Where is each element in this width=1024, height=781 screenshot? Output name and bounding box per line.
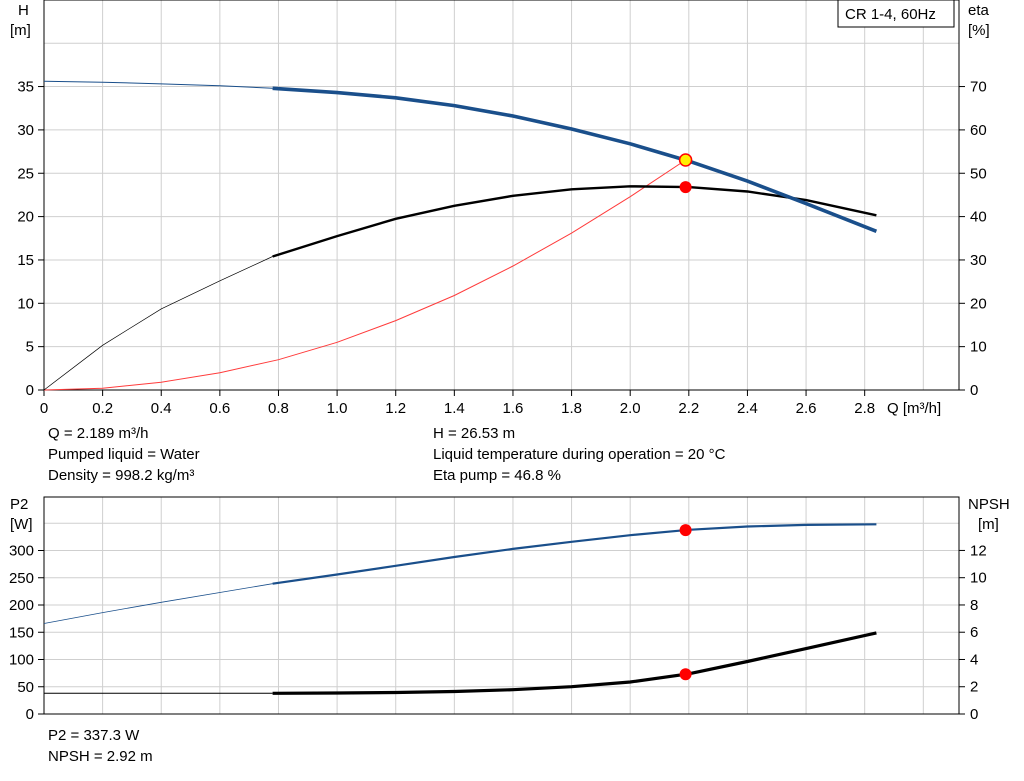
info-eta: Eta pump = 46.8 % xyxy=(433,467,561,484)
eta-tick-label: 20 xyxy=(970,295,987,312)
h-tick-label: 20 xyxy=(17,209,34,226)
npsh-tick-label: 0 xyxy=(970,706,978,723)
eta-tick-label: 60 xyxy=(970,122,987,139)
top-curves xyxy=(43,80,878,391)
info-p2: P2 = 337.3 W xyxy=(48,727,140,744)
p2-tick-label: 150 xyxy=(9,624,34,641)
p2-axis-title: P2 xyxy=(10,496,28,513)
x-tick-label: 1.8 xyxy=(561,400,582,417)
q-axis-label: Q [m³/h] xyxy=(887,400,941,417)
h-tick-label: 15 xyxy=(17,252,34,269)
info-flow: Q = 2.189 m³/h xyxy=(48,425,149,442)
h-axis-title: H xyxy=(18,2,29,19)
h-tick-label: 0 xyxy=(26,382,34,399)
eta-axis-title: eta xyxy=(968,2,990,19)
p2-duty-point xyxy=(679,524,692,537)
npsh-tick-label: 10 xyxy=(970,570,987,587)
x-tick-label: 1.6 xyxy=(503,400,524,417)
npsh-tick-label: 6 xyxy=(970,624,978,641)
x-tick-label: 2.4 xyxy=(737,400,758,417)
legend-box xyxy=(837,0,955,28)
x-tick-label: 0.6 xyxy=(209,400,230,417)
p2-axis-unit: [W] xyxy=(10,516,33,533)
h-tick-label: 35 xyxy=(17,79,34,96)
top-plot-frame xyxy=(43,0,960,391)
legend: CR 1-4, 60Hz xyxy=(837,0,955,28)
eta-curve-thin xyxy=(43,256,273,391)
x-tick-label: 1.4 xyxy=(444,400,465,417)
eta-tick-label: 10 xyxy=(970,339,987,356)
p2-curve-thin xyxy=(43,583,273,624)
bottom-curves xyxy=(43,523,877,695)
p2-curve xyxy=(272,523,877,585)
top-chart: 0 0.2 0.4 0.6 0.8 1.0 1.2 1.4 1.6 1.8 2.0 2.2 2.4 2.6… xyxy=(10,0,990,417)
x-tick-label: 1.0 xyxy=(327,400,348,417)
eta-tick-label: 30 xyxy=(970,252,987,269)
npsh-axis-unit: [m] xyxy=(978,516,999,533)
npsh-tick-label: 2 xyxy=(970,679,978,696)
head-duty-point xyxy=(678,153,693,167)
p2-tick-label: 200 xyxy=(9,597,34,614)
h-tick-label: 5 xyxy=(26,339,34,356)
x-tick-label: 0.8 xyxy=(268,400,289,417)
h-tick-label: 10 xyxy=(17,295,34,312)
p2-tick-label: 50 xyxy=(17,679,34,696)
x-tick-label: 2.6 xyxy=(796,400,817,417)
x-tick-label: 2.8 xyxy=(854,400,875,417)
bottom-ticks: 0 50 100 150 200 250 300 0 2 4 6 8 10 12 xyxy=(9,542,987,723)
info-liquid: Pumped liquid = Water xyxy=(48,446,200,463)
eta-curve xyxy=(272,185,877,258)
h-axis-unit: [m] xyxy=(10,22,31,39)
info-npsh: NPSH = 2.92 m xyxy=(48,748,153,765)
system-curve xyxy=(43,159,686,391)
info-head: H = 26.53 m xyxy=(433,425,516,442)
p2-tick-label: 250 xyxy=(9,570,34,587)
x-tick-label: 0.4 xyxy=(151,400,172,417)
legend-label: CR 1-4, 60Hz xyxy=(845,6,936,23)
p2-tick-label: 300 xyxy=(9,543,34,560)
head-curve-thin xyxy=(43,80,273,89)
h-tick-label: 25 xyxy=(17,165,34,182)
x-tick-label: 1.2 xyxy=(385,400,406,417)
head-curve xyxy=(272,86,878,233)
x-tick-label: 0.2 xyxy=(92,400,113,417)
eta-tick-label: 40 xyxy=(970,209,987,226)
eta-tick-label: 50 xyxy=(970,165,987,182)
p2-tick-label: 0 xyxy=(26,706,34,723)
x-tick-label: 2.2 xyxy=(678,400,699,417)
x-tick-label: 2.0 xyxy=(620,400,641,417)
npsh-tick-label: 12 xyxy=(970,542,987,559)
x-tick-label: 0 xyxy=(40,400,48,417)
eta-axis-unit: [%] xyxy=(968,22,990,39)
top-grid xyxy=(44,0,959,390)
info-density: Density = 998.2 kg/m³ xyxy=(48,467,195,484)
h-tick-label: 30 xyxy=(17,122,34,139)
eta-tick-label: 70 xyxy=(970,79,987,96)
eta-tick-label: 0 xyxy=(970,382,978,399)
info-temperature: Liquid temperature during operation = 20… xyxy=(433,446,726,463)
bottom-grid xyxy=(44,497,959,714)
p2-tick-label: 100 xyxy=(9,652,34,669)
eta-duty-point xyxy=(679,181,692,194)
npsh-axis-title: NPSH xyxy=(968,496,1010,513)
top-ticks: 0 0.2 0.4 0.6 0.8 1.0 1.2 1.4 1.6 1.8 2.0 2.2 2.4 2.6… xyxy=(17,79,986,417)
npsh-tick-label: 8 xyxy=(970,597,978,614)
npsh-tick-label: 4 xyxy=(970,651,978,668)
npsh-duty-point xyxy=(679,668,692,681)
npsh-curve xyxy=(272,631,877,695)
